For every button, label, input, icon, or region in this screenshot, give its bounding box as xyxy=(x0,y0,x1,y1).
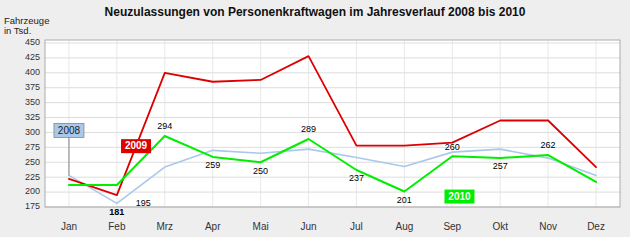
series-label: 2010 xyxy=(448,191,471,202)
data-label: 262 xyxy=(541,140,556,150)
x-grid-line xyxy=(548,40,549,207)
y-tick-label: 325 xyxy=(25,112,40,122)
series-label: 2008 xyxy=(58,125,81,136)
x-grid-line xyxy=(404,40,405,207)
y-tick-label: 375 xyxy=(25,82,40,92)
data-label: 181 xyxy=(109,207,124,217)
y-axis-label: Fahrzeugein Tsd. xyxy=(4,15,49,36)
series-label-box xyxy=(444,190,474,204)
x-grid-line xyxy=(260,40,261,207)
y-axis-label-line: in Tsd. xyxy=(4,25,31,36)
y-tick-label: 425 xyxy=(25,52,40,62)
x-grid-line xyxy=(500,40,501,207)
y-grid-line xyxy=(45,57,620,58)
data-label: 260 xyxy=(445,142,460,152)
y-tick-label: 275 xyxy=(25,142,40,152)
y-tick-label: 250 xyxy=(25,157,40,167)
x-tick-label: Okt xyxy=(492,221,508,232)
series-label: 2009 xyxy=(125,140,148,151)
series-label-connector xyxy=(68,137,69,175)
y-tick-label: 175 xyxy=(25,201,40,211)
x-tick-label: Jun xyxy=(300,221,316,232)
chart: 175 200 225 250 275 300 325 350 375 400 425 450 Jan F… xyxy=(0,0,630,237)
x-tick-label: Jan xyxy=(61,221,77,232)
x-grid-line xyxy=(212,40,213,207)
series-label-box xyxy=(121,139,151,153)
data-label: 195 xyxy=(136,198,151,208)
x-tick-label: Sep xyxy=(443,221,461,232)
y-tick-label: 400 xyxy=(25,67,40,77)
data-label: 237 xyxy=(349,173,364,183)
lines xyxy=(69,56,596,203)
y-grid-line xyxy=(45,132,620,133)
y-grid-line xyxy=(45,87,620,88)
x-grid-line xyxy=(116,40,117,207)
plot-background xyxy=(45,40,620,207)
data-label: 257 xyxy=(493,161,508,171)
data-label: 201 xyxy=(397,195,412,205)
data-labels: 181 195 294 259 250 289 237 201 260 257 262 xyxy=(109,121,555,216)
y-tick-label: 450 xyxy=(25,37,40,47)
y-grid-line xyxy=(45,72,620,73)
y-grid-line xyxy=(45,117,620,118)
data-label: 289 xyxy=(301,124,316,134)
x-tick-label: Jul xyxy=(350,221,363,232)
x-tick-label: Mai xyxy=(253,221,269,232)
y-tick-label: 225 xyxy=(25,172,40,182)
y-grid-line xyxy=(45,162,620,163)
series-labels: 2008 2009 2010 xyxy=(54,123,475,203)
x-tick-label: Aug xyxy=(395,221,413,232)
plot-frame xyxy=(45,40,620,207)
x-tick-label: Feb xyxy=(108,221,126,232)
x-tick-label: Mrz xyxy=(156,221,173,232)
y-tick-label: 300 xyxy=(25,127,40,137)
series-line xyxy=(69,56,596,195)
x-tick-label: Dez xyxy=(587,221,605,232)
title: Neuzulassungen von Personenkraftwagen im… xyxy=(105,5,526,19)
data-label: 259 xyxy=(205,160,220,170)
y-grid-line xyxy=(45,42,620,43)
y-grid-line xyxy=(45,177,620,178)
y-tick-label: 350 xyxy=(25,97,40,107)
grid xyxy=(45,40,620,207)
x-grid-line xyxy=(452,40,453,207)
series-line xyxy=(69,136,596,191)
data-label: 250 xyxy=(253,166,268,176)
x-tick-label: Nov xyxy=(539,221,557,232)
data-label: 294 xyxy=(157,121,172,131)
x-tick-label: Apr xyxy=(205,221,221,232)
y-tick-label: 200 xyxy=(25,186,40,196)
series-label-box xyxy=(54,123,84,137)
